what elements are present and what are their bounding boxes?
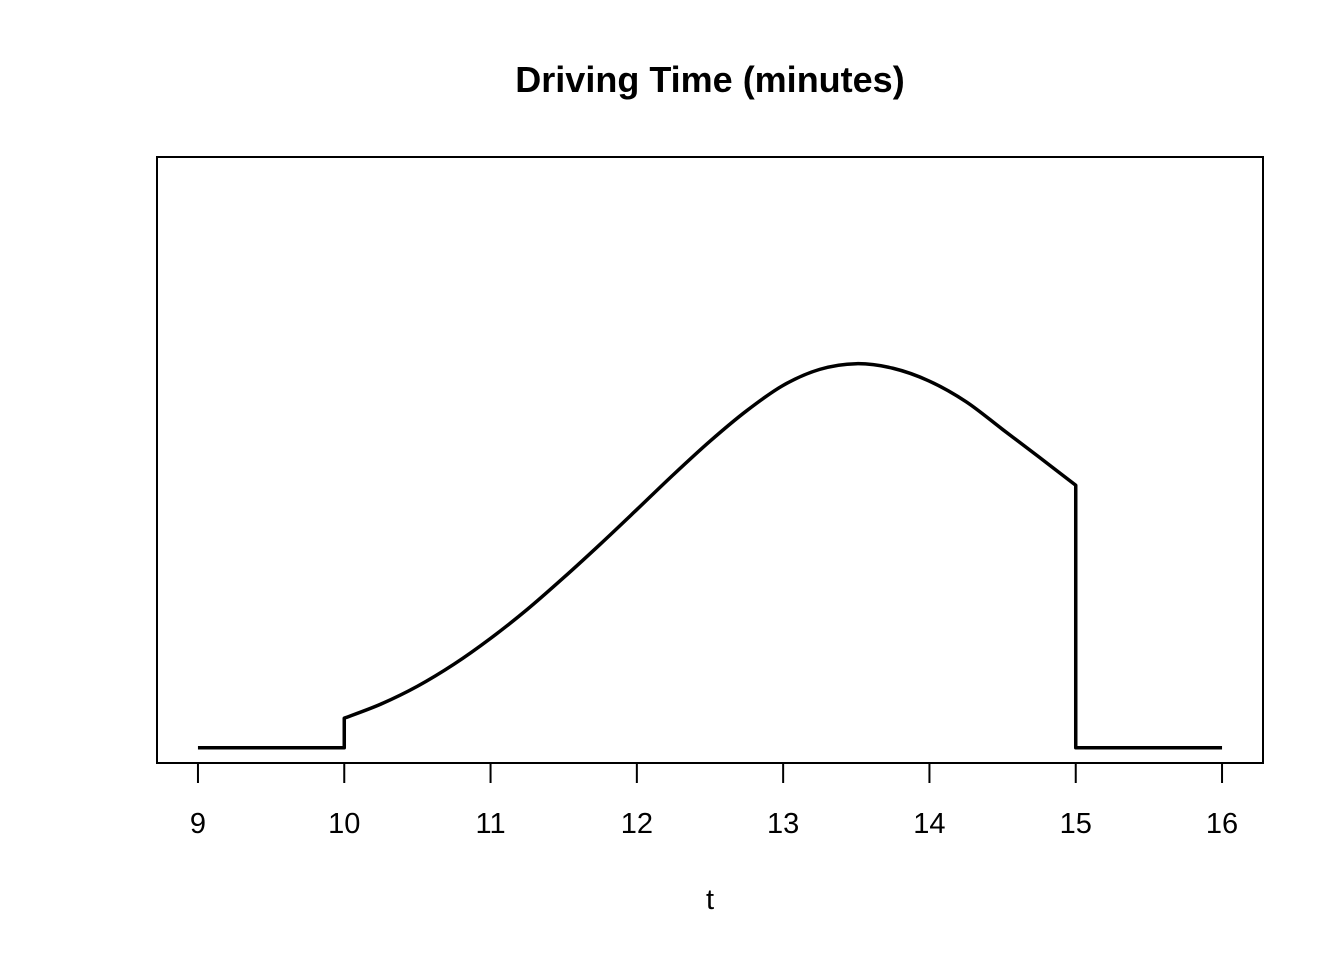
plot-frame xyxy=(156,156,1264,764)
series-layer xyxy=(197,361,1223,750)
x-axis: 9 10 11 12 13 14 15 16 xyxy=(190,762,1238,840)
x-axis-label: t xyxy=(706,884,714,916)
x-tick-label: 12 xyxy=(621,808,653,840)
x-tick-label: 14 xyxy=(913,808,945,840)
chart-title: Driving Time (minutes) xyxy=(515,59,904,100)
series-line xyxy=(197,361,1223,750)
x-tick-label: 11 xyxy=(476,808,506,840)
x-tick-label: 10 xyxy=(328,808,360,840)
x-tick-label: 13 xyxy=(767,808,799,840)
x-tick-label: 15 xyxy=(1060,808,1092,840)
x-tick-label: 16 xyxy=(1206,808,1238,840)
x-tick-label: 9 xyxy=(190,808,206,840)
